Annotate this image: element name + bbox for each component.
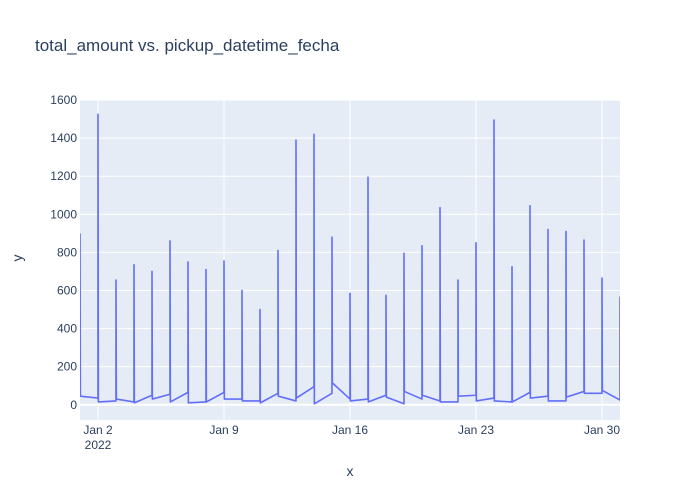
x-tick-label: Jan 16 — [332, 423, 368, 437]
x-tick-year-label: 2022 — [85, 438, 112, 452]
x-tick-label: Jan 30 — [584, 423, 620, 437]
y-tick-label: 600 — [57, 283, 77, 297]
x-axis-title: x — [347, 463, 354, 479]
y-tick-label: 200 — [57, 360, 77, 374]
series-layer — [80, 113, 620, 405]
x-tick-label: Jan 23 — [458, 423, 494, 437]
y-axis-title: y — [9, 255, 25, 262]
y-axis-ticks: 0 200 400 600 800 1000 1200 1400 1600 — [50, 93, 77, 412]
series-group — [80, 113, 620, 405]
y-tick-label: 1200 — [50, 169, 77, 183]
y-tick-label: 800 — [57, 245, 77, 259]
x-tick-label: Jan 9 — [209, 423, 239, 437]
x-tick-label: Jan 2 — [83, 423, 113, 437]
series-line — [80, 113, 620, 405]
y-tick-label: 1600 — [50, 93, 77, 107]
chart-title: total_amount vs. pickup_datetime_fecha — [35, 36, 340, 55]
y-tick-label: 0 — [70, 398, 77, 412]
y-tick-label: 400 — [57, 322, 77, 336]
y-tick-label: 1000 — [50, 207, 77, 221]
y-tick-label: 1400 — [50, 131, 77, 145]
